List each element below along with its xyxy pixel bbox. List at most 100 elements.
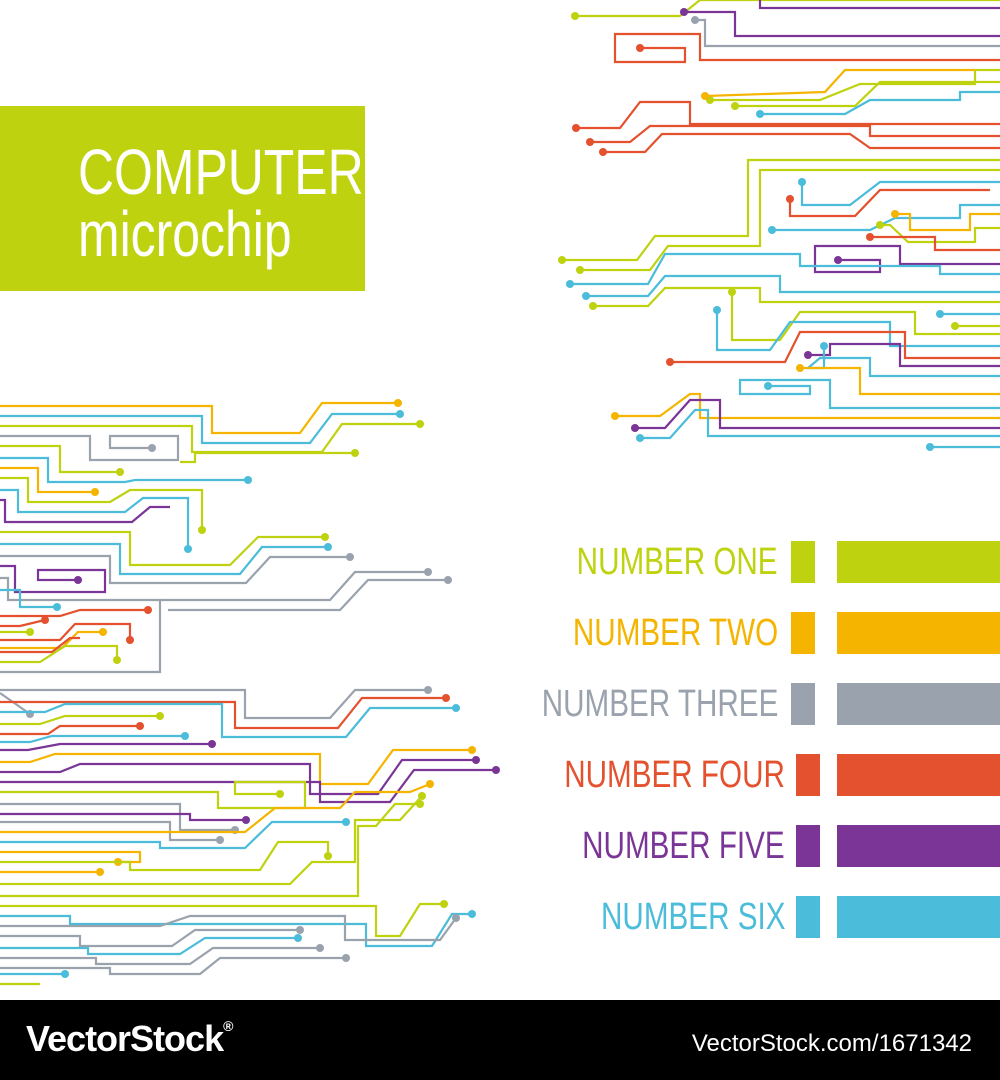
color-legend: NUMBER ONE NUMBER TWO NUMBER THREE NUMBE… [541, 538, 1000, 948]
circuit-trace [0, 444, 120, 474]
legend-row-five: NUMBER FIVE [560, 822, 1000, 867]
circuit-node [876, 221, 884, 229]
circuit-node [804, 351, 812, 359]
legend-swatch-bar-three [837, 683, 1000, 725]
circuit-node [276, 790, 284, 798]
circuit-node [144, 606, 152, 614]
circuit-node [61, 970, 69, 978]
legend-swatch-bar-six [837, 896, 1000, 938]
footer-brand: VectorStock® [26, 1018, 233, 1060]
circuit-node [636, 434, 644, 442]
circuit-node [126, 636, 134, 644]
circuit-trace [635, 398, 1000, 430]
circuit-node [768, 226, 776, 234]
circuit-node [41, 616, 49, 624]
circuit-node [571, 12, 579, 20]
circuit-trace [788, 188, 990, 218]
title-box [0, 106, 365, 291]
circuit-node [148, 444, 156, 452]
circuit-trace [870, 235, 1000, 252]
circuit-trace [758, 0, 1000, 10]
circuit-node [321, 533, 329, 541]
circuit-trace [0, 914, 457, 942]
circuit-node [444, 576, 452, 584]
circuit-node [181, 732, 189, 740]
circuit-node [116, 468, 124, 476]
circuit-node [424, 686, 432, 694]
legend-label-four: NUMBER FOUR [564, 754, 785, 796]
legend-row-six: NUMBER SIX [560, 893, 1000, 938]
circuit-node [636, 44, 644, 52]
circuit-trace [684, 10, 1000, 38]
circuit-node [586, 138, 594, 146]
circuit-trace [180, 451, 355, 464]
footer-bar: VectorStock® VectorStock.com/1671342 [0, 1000, 1000, 1080]
circuit-node [416, 420, 424, 428]
circuit-node [572, 124, 580, 132]
circuit-node [184, 545, 192, 553]
circuit-node [731, 102, 739, 110]
circuit-node [324, 852, 332, 860]
circuit-node [472, 756, 480, 764]
circuit-trace [0, 622, 132, 642]
circuit-trace [0, 644, 119, 664]
legend-swatch-bar-five [837, 825, 1000, 867]
circuit-trace [0, 820, 346, 850]
circuit-node [599, 148, 607, 156]
circuit-node [91, 488, 99, 496]
circuit-node [440, 900, 448, 908]
circuit-trace [0, 412, 400, 445]
circuit-trace [640, 408, 1000, 440]
circuit-trace [160, 570, 428, 602]
circuit-trace [168, 578, 448, 612]
circuit-node [951, 322, 959, 330]
circuit-trace [562, 158, 1000, 262]
circuit-trace [0, 795, 423, 886]
legend-swatch-small-five [796, 825, 820, 867]
circuit-node [834, 256, 842, 264]
circuit-trace [580, 168, 1000, 272]
circuit-trace [0, 748, 472, 786]
circuit-trace [704, 68, 975, 98]
circuit-node [492, 766, 500, 774]
circuit-node [346, 553, 354, 561]
circuit-trace [0, 714, 160, 726]
circuit-trace [800, 180, 1000, 207]
circuit-trace [0, 692, 31, 715]
legend-row-one: NUMBER ONE [560, 538, 1000, 583]
circuit-node [342, 818, 350, 826]
circuit-node [296, 926, 304, 934]
circuit-trace [800, 366, 1000, 396]
circuit-node [798, 178, 806, 186]
circuit-trace [730, 292, 1000, 342]
circuit-trace [715, 310, 1000, 352]
circuit-node [416, 800, 424, 808]
circuit-node [208, 740, 216, 748]
footer-brand-text: VectorStock [26, 1018, 224, 1059]
circuit-trace [0, 724, 140, 736]
circuit-traces [0, 0, 1000, 986]
circuit-node [820, 342, 828, 350]
circuit-trace [738, 378, 1000, 410]
circuit-node [198, 526, 206, 534]
legend-swatch-small-one [791, 541, 815, 583]
circuit-trace [0, 542, 328, 576]
circuit-node [631, 424, 639, 432]
circuit-node [691, 16, 699, 24]
circuit-node [351, 449, 359, 457]
circuit-node [866, 233, 874, 241]
circuit-node [74, 576, 82, 584]
circuit-trace [0, 422, 420, 454]
circuit-node [216, 836, 224, 844]
circuit-node [294, 934, 302, 942]
legend-swatch-small-six [796, 896, 820, 938]
circuit-node [666, 358, 674, 366]
circuit-node [764, 382, 772, 390]
circuit-node [891, 210, 899, 218]
circuit-node [396, 410, 404, 418]
circuit-trace [0, 782, 431, 834]
circuit-trace [0, 434, 180, 462]
circuit-trace [0, 780, 307, 810]
legend-label-one: NUMBER ONE [577, 541, 778, 583]
circuit-trace [0, 476, 204, 530]
